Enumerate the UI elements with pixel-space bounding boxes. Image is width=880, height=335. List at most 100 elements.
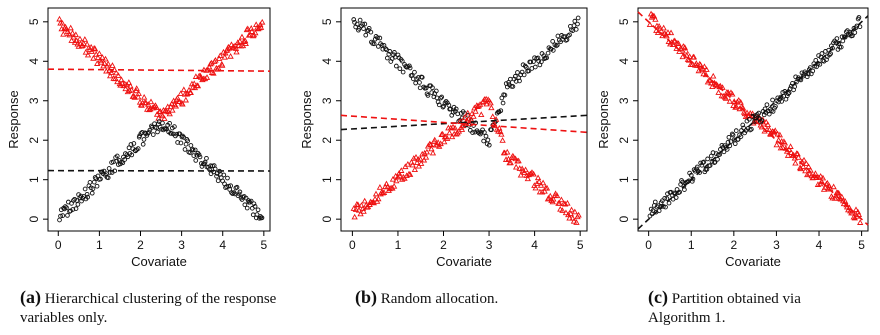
data-point <box>797 76 803 82</box>
data-point <box>161 115 168 121</box>
data-point <box>133 85 140 91</box>
data-point <box>699 162 705 168</box>
data-point <box>257 24 265 30</box>
data-point <box>419 150 426 157</box>
data-point <box>814 181 822 187</box>
data-point <box>682 47 690 54</box>
data-point <box>838 193 845 200</box>
data-point <box>756 110 762 116</box>
data-point <box>70 207 76 212</box>
data-point <box>210 69 217 76</box>
y-axis-label: Response <box>6 90 21 149</box>
data-point <box>153 111 161 117</box>
x-tick-label: 1 <box>688 238 695 252</box>
y-tick-label: 2 <box>27 137 41 144</box>
data-point <box>412 69 417 75</box>
data-point <box>802 167 809 174</box>
data-point <box>675 40 682 46</box>
data-point <box>824 179 831 186</box>
data-point <box>71 39 79 45</box>
data-point <box>550 48 556 53</box>
data-point <box>84 191 90 197</box>
data-point <box>452 108 458 114</box>
data-point <box>710 72 717 79</box>
data-point <box>405 170 413 177</box>
data-point <box>733 103 740 110</box>
data-point <box>149 125 155 130</box>
data-point <box>242 202 248 208</box>
data-point <box>554 42 560 48</box>
y-tick-label: 1 <box>617 176 631 183</box>
data-point <box>82 48 89 55</box>
data-point <box>703 66 710 72</box>
data-point <box>392 50 397 55</box>
y-tick-label: 2 <box>617 137 631 144</box>
data-point <box>568 206 575 213</box>
data-point <box>203 67 210 73</box>
data-point <box>125 154 131 160</box>
data-point <box>669 41 677 47</box>
data-point <box>153 104 160 110</box>
data-point <box>129 152 135 158</box>
x-tick-label: 2 <box>730 238 737 252</box>
data-point <box>64 205 69 211</box>
data-point <box>828 51 833 57</box>
data-point <box>121 154 126 160</box>
data-point <box>82 186 88 192</box>
data-point <box>830 45 835 51</box>
data-point <box>135 93 142 100</box>
data-point <box>705 156 710 162</box>
data-point <box>192 73 200 79</box>
data-point <box>712 159 718 165</box>
data-point <box>762 118 770 125</box>
data-point <box>104 60 112 67</box>
data-point <box>481 138 486 144</box>
data-point <box>541 187 548 194</box>
x-tick-label: 4 <box>219 238 226 252</box>
data-point <box>353 201 361 207</box>
data-point <box>749 126 754 132</box>
data-point <box>199 164 205 169</box>
y-tick-label: 5 <box>617 18 631 25</box>
data-point <box>766 126 773 133</box>
data-point <box>470 130 475 135</box>
data-point <box>393 63 399 69</box>
fit-line <box>340 114 588 131</box>
data-point <box>515 157 522 164</box>
data-point <box>573 27 579 32</box>
data-point <box>725 139 731 145</box>
data-point <box>89 190 95 196</box>
data-point <box>360 208 367 214</box>
data-point <box>664 196 670 201</box>
data-point <box>251 201 257 207</box>
data-point <box>172 102 180 109</box>
data-point <box>659 198 665 204</box>
data-point <box>715 156 720 162</box>
y-tick-label: 5 <box>320 18 334 25</box>
data-point <box>150 132 156 137</box>
data-point <box>461 114 468 121</box>
data-point <box>486 142 492 148</box>
data-point <box>387 49 393 54</box>
data-point <box>412 153 420 160</box>
data-point <box>390 183 398 189</box>
data-point <box>415 162 423 169</box>
data-point <box>498 108 504 114</box>
data-point <box>259 18 266 25</box>
data-point <box>854 23 860 29</box>
data-point <box>571 208 579 215</box>
data-point <box>118 76 125 83</box>
data-point <box>182 147 188 152</box>
data-point <box>804 171 811 178</box>
data-point <box>230 43 237 50</box>
data-point <box>126 87 133 94</box>
data-point <box>187 89 194 95</box>
data-point <box>735 136 741 142</box>
data-point <box>827 52 832 58</box>
data-point <box>534 174 542 181</box>
data-point <box>429 90 435 95</box>
data-point <box>839 34 845 40</box>
data-point <box>141 137 147 142</box>
data-point <box>786 90 792 96</box>
data-point <box>222 49 229 56</box>
